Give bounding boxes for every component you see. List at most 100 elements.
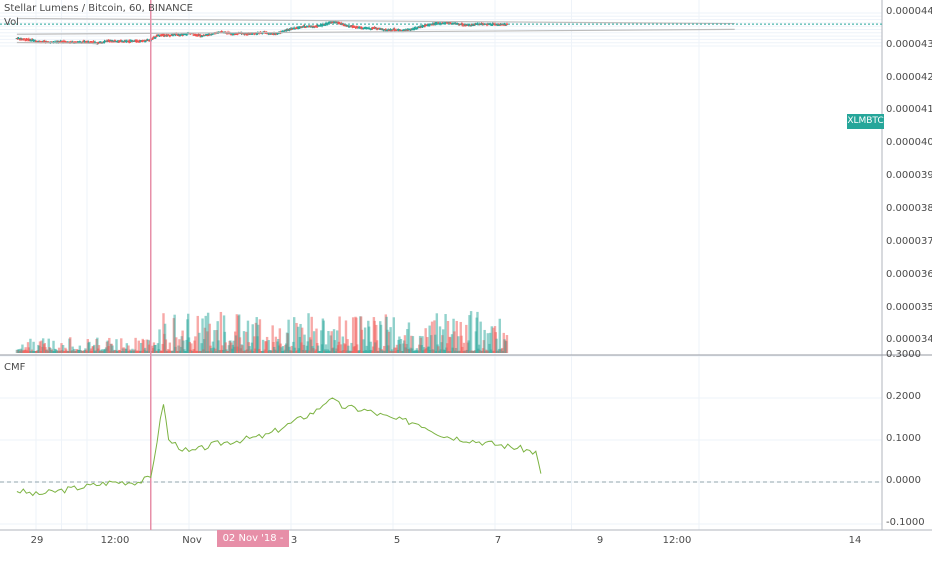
volume-bar [168,342,172,353]
candle-body [128,40,131,43]
candle-body [471,25,474,27]
volume-bar [489,332,492,353]
volume-bar [351,317,355,353]
candle-body [493,23,497,25]
candle-body [359,26,363,28]
candle-body [85,41,89,43]
candle-body [505,23,509,25]
volume-bar [505,335,509,353]
candle-body [162,33,165,36]
volume-bar [211,341,215,353]
candle-body [352,25,356,27]
candle-body [99,41,102,43]
chart-canvas[interactable] [0,0,932,550]
candle-body [27,38,31,40]
time-tick-label: 3 [290,535,298,546]
volume-bar [142,340,145,353]
candle-body [465,25,468,27]
candle-body [340,23,343,25]
volume-bar [32,341,35,353]
volume-bar [355,317,358,353]
candle-body [355,27,359,29]
candle-body [57,41,60,43]
volume-bar [450,334,454,353]
candle-body [128,41,132,43]
cmf-tick-label: 0.3000 [886,349,921,360]
candle-body [297,27,301,29]
candle-body [171,33,174,35]
volume-label: Vol [4,17,19,28]
volume-bar [300,327,304,353]
candle-body [63,40,66,43]
volume-bar [188,341,191,353]
candle-body [296,26,300,29]
volume-bar [158,329,161,353]
candle-body [43,41,46,43]
volume-bar [206,312,210,353]
candle-body [442,23,445,25]
volume-bar [108,337,111,353]
candle-body [493,24,496,26]
volume-bar [57,347,61,353]
candle-body [477,24,480,26]
candle-body [38,41,42,43]
last-price-symbol-tag: XLMBTC [847,114,884,129]
candle-body [30,40,33,42]
candle-body [195,34,199,36]
candle-body [314,25,317,27]
candle-body [375,28,378,30]
candle-body [234,34,237,36]
volume-bar [38,341,42,353]
volume-bar [446,321,450,353]
candle-body [462,23,466,26]
volume-bar [27,347,31,353]
candle-body [155,35,158,37]
candle-body [199,34,203,37]
volume-bar [333,340,337,353]
candle-body [136,40,139,42]
volume-bar [293,347,297,353]
volume-bar [367,326,371,353]
candle-body [151,37,155,39]
volume-bar [97,345,101,353]
candle-body [356,26,360,28]
candle-body [129,40,133,42]
volume-bar [148,340,152,353]
candle-body [206,35,209,37]
candle-body [453,23,456,25]
time-tick-label: 5 [393,535,401,546]
candle-body [366,27,369,29]
volume-bar [78,345,82,353]
candle-body [358,26,361,29]
cmf-label: CMF [4,362,26,373]
volume-bar [492,327,495,353]
volume-bar [178,339,181,353]
volume-bar [386,329,389,353]
volume-bar [258,319,262,353]
candle-body [245,34,249,36]
volume-bar [336,330,339,353]
volume-bar [145,339,148,353]
candle-body [333,22,337,24]
candle-body [299,27,302,29]
candle-body [414,28,418,30]
candle-body [121,41,125,43]
volume-bar [434,334,437,353]
volume-bar [449,337,452,353]
volume-bar [175,337,178,353]
candle-body [179,34,182,36]
volume-bar [453,331,456,353]
volume-bar [316,345,320,353]
volume-bar [303,334,306,353]
volume-bar [430,321,434,353]
candle-body [355,26,358,28]
cmf-tick-label: 0.2000 [886,391,921,402]
candle-body [422,26,426,28]
volume-bar [410,335,413,353]
volume-bar [500,347,504,353]
candle-body [18,39,22,41]
volume-bar [278,328,282,353]
volume-bar [154,344,157,353]
volume-bar [437,346,440,353]
